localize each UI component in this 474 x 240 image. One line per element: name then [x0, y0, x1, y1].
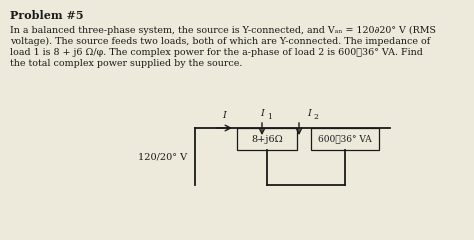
Text: I: I	[222, 111, 226, 120]
Text: I: I	[260, 109, 264, 118]
Text: the total complex power supplied by the source.: the total complex power supplied by the …	[10, 59, 242, 68]
Text: In a balanced three-phase system, the source is Y-connected, and Vₐₙ = 120∂20° V: In a balanced three-phase system, the so…	[10, 26, 436, 35]
Text: Problem #5: Problem #5	[10, 10, 83, 21]
Bar	[311, 128, 379, 150]
Text: 2: 2	[313, 113, 318, 121]
Text: I: I	[307, 109, 311, 118]
Bar	[237, 128, 297, 150]
Text: voltage). The source feeds two loads, both of which are Y-connected. The impedan: voltage). The source feeds two loads, bo…	[10, 37, 430, 46]
Text: 1: 1	[267, 113, 272, 121]
Text: 600∢36° VA: 600∢36° VA	[318, 134, 372, 144]
Text: 120/20° V: 120/20° V	[138, 152, 187, 161]
Text: load 1 is 8 + j6 Ω/φ. The complex power for the a-phase of load 2 is 600∢36° VA.: load 1 is 8 + j6 Ω/φ. The complex power …	[10, 48, 423, 57]
Text: 8+j6Ω: 8+j6Ω	[251, 134, 283, 144]
